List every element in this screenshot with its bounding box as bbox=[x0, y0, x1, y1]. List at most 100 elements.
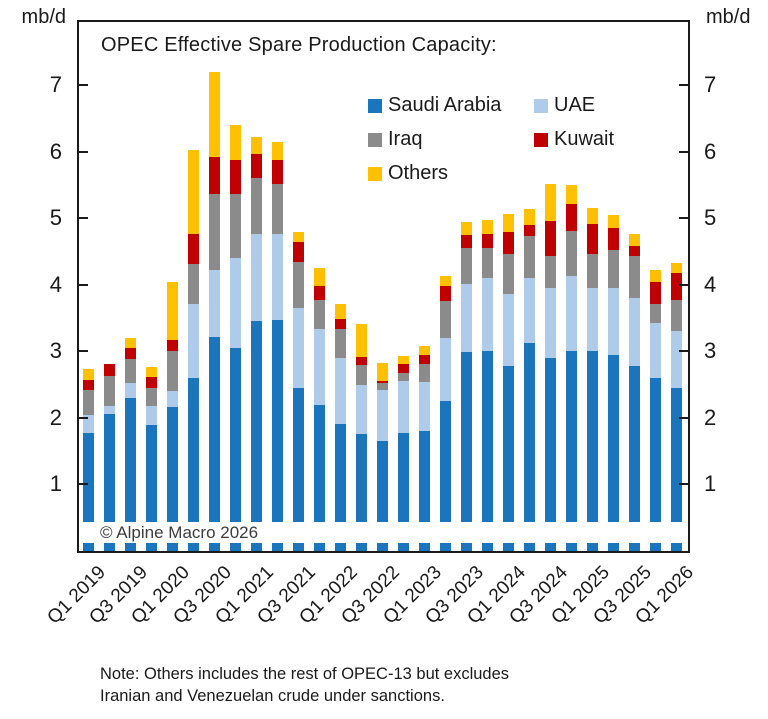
segment-others bbox=[649, 269, 661, 282]
segment-iraq bbox=[313, 299, 325, 330]
segment-others bbox=[502, 213, 514, 232]
y-axis-unit-left: mb/d bbox=[21, 6, 66, 28]
segment-others bbox=[229, 125, 241, 160]
segment-iraq bbox=[187, 263, 199, 305]
y-tick-label-left-2: 2 bbox=[49, 404, 62, 430]
bar-Q2-2020 bbox=[187, 149, 199, 551]
segment-saudi-arabia bbox=[145, 424, 157, 551]
tick-left-7 bbox=[79, 84, 88, 87]
bar-Q3-2024 bbox=[544, 184, 556, 551]
bar-Q1-2023 bbox=[418, 346, 430, 551]
legend-item-saudi-arabia: Saudi Arabia bbox=[368, 94, 534, 117]
segment-iraq bbox=[607, 249, 619, 289]
y-tick-label-left-5: 5 bbox=[49, 205, 62, 231]
segment-iraq bbox=[82, 390, 94, 416]
segment-others bbox=[607, 215, 619, 229]
legend-swatch-icon bbox=[368, 98, 382, 113]
segment-saudi-arabia bbox=[439, 400, 451, 551]
segment-uae bbox=[250, 233, 262, 322]
segment-others bbox=[334, 304, 346, 320]
segment-uae bbox=[376, 389, 388, 441]
segment-iraq bbox=[103, 376, 115, 406]
tick-left-1 bbox=[79, 483, 88, 486]
segment-saudi-arabia bbox=[82, 433, 94, 551]
segment-saudi-arabia bbox=[271, 320, 283, 551]
segment-iraq bbox=[208, 193, 220, 270]
segment-kuwait bbox=[481, 233, 493, 249]
legend-swatch-icon bbox=[534, 98, 548, 113]
y-tick-label-right-2: 2 bbox=[704, 404, 717, 430]
bar-Q2-2019 bbox=[103, 364, 115, 551]
segment-uae bbox=[544, 288, 556, 359]
segment-kuwait bbox=[313, 286, 325, 300]
segment-others bbox=[439, 275, 451, 287]
segment-uae bbox=[229, 258, 241, 349]
bar-Q4-2022 bbox=[397, 356, 409, 551]
segment-kuwait bbox=[523, 225, 535, 237]
segment-saudi-arabia bbox=[502, 366, 514, 551]
segment-iraq bbox=[439, 301, 451, 339]
segment-uae bbox=[271, 234, 283, 321]
segment-saudi-arabia bbox=[313, 404, 325, 551]
segment-others bbox=[166, 281, 178, 341]
segment-iraq bbox=[229, 193, 241, 259]
segment-others bbox=[460, 221, 472, 235]
y-tick-label-left-6: 6 bbox=[49, 138, 62, 164]
segment-others bbox=[145, 366, 157, 377]
segment-saudi-arabia bbox=[292, 387, 304, 551]
segment-uae bbox=[82, 415, 94, 434]
segment-others bbox=[355, 324, 367, 357]
segment-others bbox=[82, 369, 94, 381]
y-tick-label-left-3: 3 bbox=[49, 338, 62, 364]
segment-saudi-arabia bbox=[607, 354, 619, 551]
segment-iraq bbox=[376, 383, 388, 390]
segment-others bbox=[208, 71, 220, 158]
segment-uae bbox=[565, 276, 577, 352]
bar-Q3-2023 bbox=[460, 221, 472, 551]
y-tick-label-left-1: 1 bbox=[49, 471, 62, 497]
segment-kuwait bbox=[103, 364, 115, 377]
segment-others bbox=[376, 362, 388, 381]
segment-kuwait bbox=[628, 246, 640, 257]
segment-kuwait bbox=[565, 204, 577, 231]
segment-uae bbox=[397, 380, 409, 433]
y-tick-label-right-7: 7 bbox=[704, 72, 717, 98]
segment-iraq bbox=[124, 358, 136, 383]
segment-uae bbox=[124, 382, 136, 398]
segment-saudi-arabia bbox=[376, 440, 388, 551]
bar-Q4-2023 bbox=[481, 220, 493, 551]
tick-right-1 bbox=[679, 483, 688, 486]
bar-Q4-2019 bbox=[145, 366, 157, 551]
segment-uae bbox=[334, 358, 346, 424]
segment-kuwait bbox=[502, 231, 514, 255]
segment-others bbox=[124, 338, 136, 349]
segment-saudi-arabia bbox=[670, 387, 682, 551]
segment-saudi-arabia bbox=[334, 423, 346, 551]
segment-saudi-arabia bbox=[544, 358, 556, 551]
y-tick-label-right-1: 1 bbox=[704, 471, 717, 497]
segment-uae bbox=[607, 288, 619, 355]
segment-iraq bbox=[460, 248, 472, 285]
segment-saudi-arabia bbox=[460, 352, 472, 551]
segment-iraq bbox=[544, 256, 556, 289]
segment-saudi-arabia bbox=[229, 348, 241, 551]
segment-others bbox=[292, 231, 304, 242]
segment-saudi-arabia bbox=[250, 321, 262, 551]
segment-uae bbox=[649, 322, 661, 378]
watermark-band: © Alpine Macro 2026 bbox=[79, 522, 688, 543]
segment-uae bbox=[628, 298, 640, 367]
segment-kuwait bbox=[208, 157, 220, 194]
segment-kuwait bbox=[355, 356, 367, 365]
tick-left-6 bbox=[79, 150, 88, 153]
bar-Q1-2019 bbox=[82, 369, 94, 551]
footnote: Note: Others includes the rest of OPEC-1… bbox=[100, 663, 509, 707]
segment-saudi-arabia bbox=[649, 378, 661, 551]
segment-iraq bbox=[355, 364, 367, 385]
segment-uae bbox=[145, 405, 157, 425]
segment-kuwait bbox=[670, 272, 682, 300]
bar-Q2-2024 bbox=[523, 209, 535, 551]
segment-uae bbox=[166, 390, 178, 407]
segment-others bbox=[628, 233, 640, 247]
y-tick-label-left-7: 7 bbox=[49, 72, 62, 98]
segment-iraq bbox=[292, 261, 304, 309]
